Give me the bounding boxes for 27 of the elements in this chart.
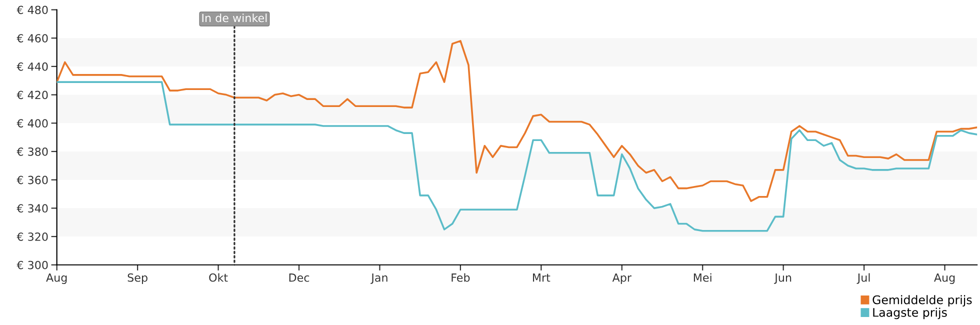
y-tick-label: € 400 [16,119,48,128]
x-tick-label: Mrt [533,274,550,282]
legend-label: Laagste prijs [873,308,947,320]
x-tick-label: Apr [612,274,632,284]
x-tick-label: Mei [694,273,712,282]
y-tick-label: € 440 [16,62,48,71]
x-tick-label: Sep [128,273,148,284]
x-tick-label: Aug [934,274,955,284]
line-series [56,40,978,202]
x-tick-label: Feb [452,273,470,282]
y-tick-label: € 360 [16,176,48,184]
annotation: In de winkel [202,14,267,22]
y-tick-label: € 320 [16,232,48,241]
x-tick-label: Aug [46,274,67,284]
x-tick-label: Jan [370,274,388,284]
line-series [56,81,978,232]
y-tick-label: € 380 [16,147,48,156]
x-tick-label: Okt [209,273,228,282]
x-tick-label: Jun [774,274,792,284]
x-tick-label: Dec [289,274,310,282]
x-tick-label: Jul [856,273,870,284]
legend-label: Gemiddelde prijs [872,295,972,307]
y-tick-label: € 480 [16,6,48,14]
y-tick-label: € 420 [16,90,48,100]
y-tick-label: € 460 [16,34,48,42]
y-tick-label: € 300 [16,260,48,270]
y-tick-label: € 340 [16,204,48,213]
